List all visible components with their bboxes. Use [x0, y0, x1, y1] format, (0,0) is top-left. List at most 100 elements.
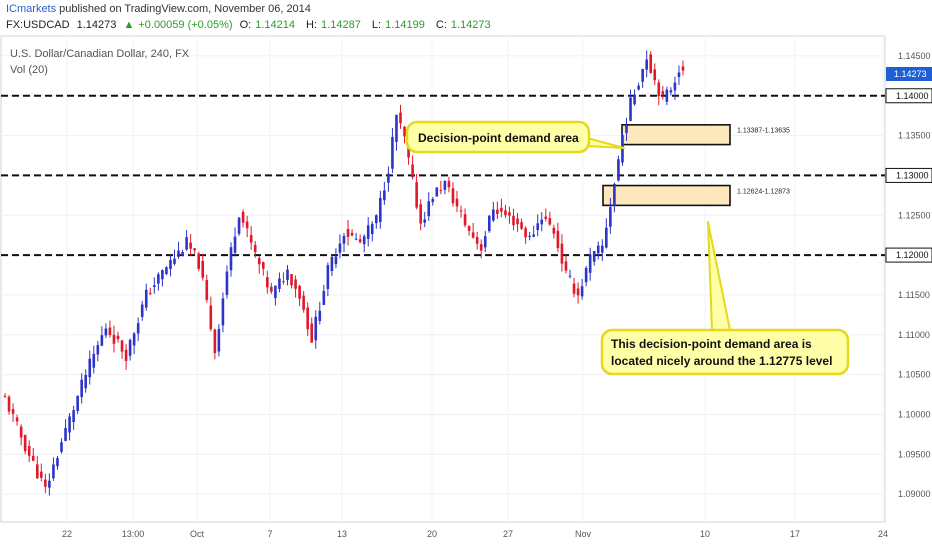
- candle-body: [148, 292, 152, 294]
- candle-body: [11, 409, 15, 414]
- candle-body: [354, 238, 358, 240]
- candle-body: [80, 379, 83, 398]
- candle-body: [613, 183, 616, 207]
- last-price-marker-label: 1.14273: [894, 69, 927, 79]
- candle-body: [411, 164, 414, 178]
- publisher-link[interactable]: ICmarkets: [6, 3, 57, 15]
- candle-body: [56, 458, 59, 467]
- candle-body: [270, 286, 273, 292]
- top-bar: ICmarkets published on TradingView.com, …: [0, 0, 932, 34]
- candle-body: [302, 295, 305, 310]
- candle-body: [116, 335, 120, 340]
- candle-body: [173, 258, 176, 264]
- low-label: L:: [371, 19, 382, 31]
- candle-body: [124, 349, 128, 361]
- x-tick-label: 27: [503, 529, 513, 539]
- candle-body: [383, 190, 386, 201]
- candle-body: [120, 340, 124, 352]
- candle-body: [7, 396, 11, 412]
- candle-body: [467, 226, 471, 231]
- candle-body: [564, 261, 568, 271]
- y-tick-label: 1.12500: [898, 210, 931, 220]
- level-price-label: 1.13000: [896, 170, 929, 180]
- candle-body: [492, 209, 495, 221]
- candle-body: [48, 480, 51, 488]
- candle-body: [181, 252, 184, 256]
- candle-body: [556, 230, 560, 249]
- candle-body: [342, 235, 346, 244]
- candle-body: [483, 236, 487, 248]
- candle-body: [100, 335, 104, 346]
- y-tick-label: 1.09000: [898, 489, 931, 499]
- candle-body: [641, 68, 644, 82]
- annotations: Decision-point demand area This decision-…: [405, 120, 850, 376]
- candle-body: [362, 236, 366, 245]
- candle-body: [572, 283, 576, 294]
- candle-body: [500, 207, 503, 212]
- candle-body: [322, 290, 326, 305]
- candle-body: [532, 234, 535, 237]
- candle-body: [435, 187, 439, 197]
- candle-body: [241, 211, 245, 223]
- x-tick-label: 7: [267, 529, 272, 539]
- candle-body: [132, 333, 136, 346]
- x-tick-label: Nov: [575, 529, 592, 539]
- last-price: 1.14273: [76, 19, 117, 31]
- candle-body: [330, 256, 334, 272]
- candle-body: [177, 250, 180, 257]
- level-price-label: 1.14000: [896, 91, 929, 101]
- candle-body: [568, 275, 572, 277]
- instrument-title: U.S. Dollar/Canadian Dollar, 240, FX: [10, 48, 190, 60]
- candle-body: [617, 159, 620, 181]
- candle-body: [592, 251, 596, 262]
- candle-body: [451, 188, 455, 204]
- candle-body: [257, 258, 261, 265]
- candle-body: [72, 410, 75, 422]
- candle-body: [112, 334, 116, 344]
- candle-body: [249, 235, 253, 243]
- candle-body: [504, 210, 507, 216]
- candle-body: [629, 97, 632, 121]
- level-price-label: 1.12000: [896, 250, 929, 260]
- candle-body: [193, 248, 196, 251]
- candle-body: [157, 274, 160, 284]
- candle-body: [104, 328, 108, 336]
- candle-body: [185, 237, 188, 250]
- candle-body: [600, 245, 604, 253]
- candle-body: [153, 285, 156, 287]
- callout-box: [405, 120, 591, 154]
- candle-body: [391, 136, 394, 169]
- candle-body: [201, 260, 205, 278]
- high-label: H:: [306, 19, 318, 31]
- quote-line: FX:USDCAD 1.14273 ▲ +0.00059 (+0.05%) O: 1…: [6, 19, 499, 31]
- candle-body: [40, 471, 43, 478]
- candle-body: [605, 227, 608, 248]
- open-label: O:: [239, 19, 252, 31]
- y-tick-label: 1.11500: [898, 290, 930, 300]
- price-axis[interactable]: 1.14500 1.14000 1.13500 1.13000 1.12500 1.120…: [885, 51, 932, 499]
- chart-legend: U.S. Dollar/Canadian Dollar, 240, FX Vol…: [10, 48, 189, 80]
- candle-body: [657, 82, 661, 97]
- candle-body: [19, 426, 23, 438]
- candle-body: [637, 85, 640, 90]
- candle-body: [245, 221, 249, 229]
- publish-line: ICmarkets published on TradingView.com, …: [6, 3, 311, 15]
- time-axis[interactable]: 22 13:00 Oct 7 13 20 27 Nov 10 17 24: [62, 529, 888, 539]
- candle-body: [479, 244, 483, 251]
- candle-body: [294, 279, 297, 289]
- demand-zone: [602, 184, 731, 207]
- candle-body: [673, 82, 677, 91]
- volume-indicator-label[interactable]: Vol (20): [10, 64, 48, 76]
- price-levels: [1, 94, 885, 257]
- candle-body: [512, 215, 515, 226]
- candle-body: [144, 289, 148, 308]
- candle-body: [350, 232, 354, 236]
- candle-body: [516, 218, 519, 225]
- candle-body: [209, 305, 213, 330]
- candle-body: [580, 286, 584, 297]
- candle-body: [278, 278, 281, 289]
- candle-body: [447, 180, 451, 188]
- plot-area[interactable]: [0, 35, 886, 523]
- candle-body: [64, 428, 67, 441]
